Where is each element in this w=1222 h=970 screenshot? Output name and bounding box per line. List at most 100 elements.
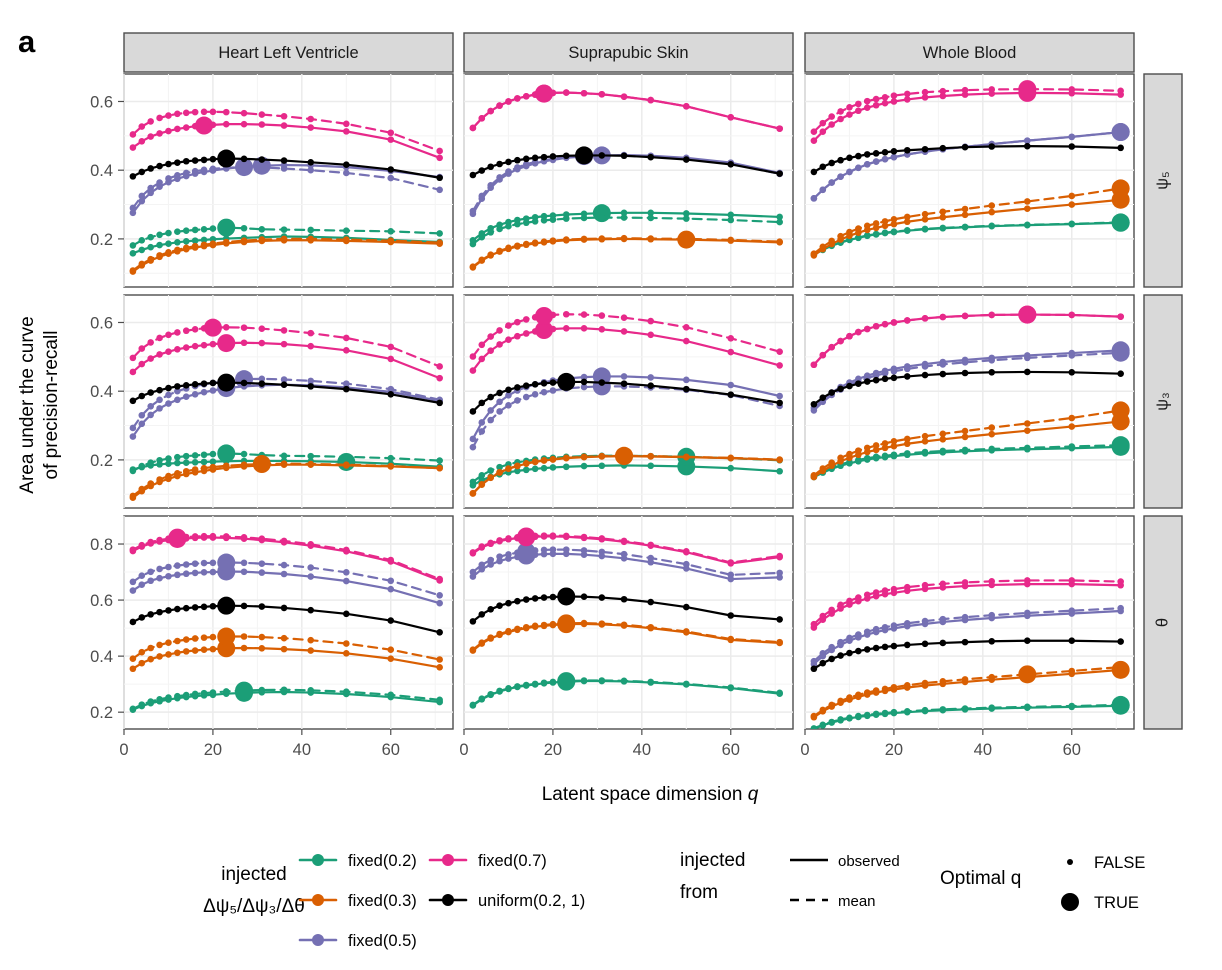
series-point-optimal: [203, 318, 222, 337]
series-point: [258, 569, 266, 576]
panel-series-layer: [469, 306, 783, 497]
series-point: [514, 242, 521, 250]
series-point: [138, 462, 146, 470]
series-point: [828, 159, 835, 167]
series-point-optimal: [217, 218, 236, 237]
series-point: [598, 677, 606, 684]
series-point: [436, 664, 443, 671]
series-point: [647, 462, 655, 470]
series-point: [647, 214, 655, 222]
series-point: [147, 538, 154, 546]
series-point: [961, 579, 969, 586]
color-legend-key-point: [442, 894, 454, 906]
series-point: [280, 561, 288, 569]
series-point: [828, 237, 835, 245]
series-point: [469, 701, 477, 709]
series-point: [174, 110, 181, 118]
series-point: [514, 397, 521, 404]
series-point: [540, 456, 548, 464]
series-point: [156, 231, 163, 239]
series-point: [258, 339, 266, 347]
series-point: [961, 427, 969, 435]
series-point: [890, 228, 898, 235]
series-point: [647, 96, 655, 104]
series-point: [200, 156, 208, 164]
series-point: [1024, 368, 1031, 376]
series-point: [514, 318, 521, 326]
series-point: [240, 155, 248, 163]
series-point: [531, 595, 539, 602]
series-point: [1117, 578, 1124, 585]
series-point: [469, 207, 477, 215]
series-point: [129, 665, 137, 673]
series-point: [598, 462, 606, 470]
series-point: [156, 695, 163, 703]
series-point: [855, 100, 862, 108]
series-point: [200, 458, 208, 466]
series-point: [872, 372, 880, 379]
series-point: [837, 601, 844, 609]
series-point: [872, 95, 880, 103]
series-point: [890, 622, 898, 629]
series-point: [478, 472, 486, 479]
series-point: [496, 225, 503, 233]
size-legend-item-label: TRUE: [1094, 894, 1139, 912]
series-line: [131, 688, 441, 710]
series-point: [156, 536, 163, 544]
series-point: [855, 594, 862, 601]
series-point: [505, 627, 512, 635]
series-point: [903, 681, 911, 689]
x-tick-label: 40: [293, 741, 311, 759]
series-point: [147, 411, 154, 419]
series-point: [307, 541, 315, 548]
series-point: [1117, 144, 1124, 152]
series-point: [961, 705, 969, 712]
series-point: [890, 92, 898, 99]
series-point: [165, 127, 172, 135]
series-point: [1024, 354, 1031, 362]
series-point: [903, 620, 911, 627]
series-point: [549, 464, 557, 471]
series-point: [129, 144, 137, 151]
series-point: [872, 710, 880, 718]
linetype-legend-title-line1: injected: [680, 850, 746, 871]
series-point-optimal: [1018, 305, 1037, 324]
series-point: [549, 89, 557, 97]
facet-row-strip: [1143, 515, 1183, 730]
series-point: [863, 232, 871, 239]
series-point: [580, 619, 588, 627]
series-point: [819, 351, 827, 359]
series-point: [343, 569, 350, 576]
series-point: [129, 587, 137, 594]
series-point: [209, 450, 217, 458]
facet-panel: [463, 515, 794, 730]
series-point: [921, 94, 929, 101]
series-point-optimal: [517, 527, 536, 546]
series-point: [174, 571, 181, 579]
series-point: [280, 460, 288, 467]
series-point: [562, 463, 570, 471]
series-point: [872, 220, 880, 227]
color-legend-item-label: fixed(0.7): [478, 852, 547, 870]
series-point: [598, 379, 606, 386]
series-point: [522, 93, 530, 100]
series-point: [647, 554, 655, 562]
series-point: [478, 695, 486, 703]
series-point: [156, 476, 163, 483]
series-point: [531, 532, 539, 540]
series-point: [620, 621, 628, 629]
series-point: [487, 416, 494, 424]
x-tick-label: 20: [885, 741, 903, 759]
series-point: [258, 121, 266, 128]
series-point: [343, 227, 350, 234]
color-legend-key-point: [312, 934, 324, 946]
series-point: [522, 623, 530, 631]
series-point: [200, 646, 208, 653]
facet-col-strip-label: Heart Left Ventricle: [218, 44, 358, 62]
series-point: [156, 130, 163, 137]
series-line: [471, 679, 781, 706]
x-tick-label: 20: [204, 741, 222, 759]
series-point: [138, 411, 146, 419]
series-point: [939, 208, 947, 216]
series-point: [531, 390, 539, 398]
